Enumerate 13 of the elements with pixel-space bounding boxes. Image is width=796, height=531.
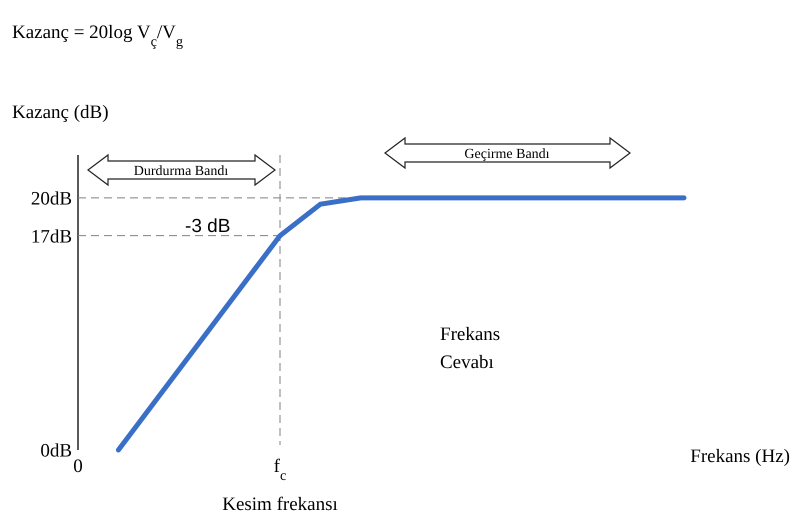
x-axis-title: Frekans (Hz): [690, 446, 790, 467]
y-tick-label: 17dB: [30, 226, 72, 248]
x-tick-label: f$_{c}$: [274, 456, 286, 484]
annotation: Frekans Cevabı: [440, 324, 500, 373]
y-tick-label: 0dB: [40, 440, 72, 462]
annotation: -3 dB: [185, 216, 230, 237]
y-tick-label: 20dB: [30, 188, 72, 210]
text: Kesim frekansı: [222, 494, 338, 515]
text: Kazanç = 20log V$_{ç}$/V$_{g}$: [12, 22, 184, 50]
annotation: Durdurma Bandı: [134, 164, 228, 179]
annotation: Geçirme Bandı: [464, 147, 550, 162]
y-axis-title: Kazanç (dB): [12, 102, 109, 123]
x-tick-label: 0: [73, 456, 83, 477]
